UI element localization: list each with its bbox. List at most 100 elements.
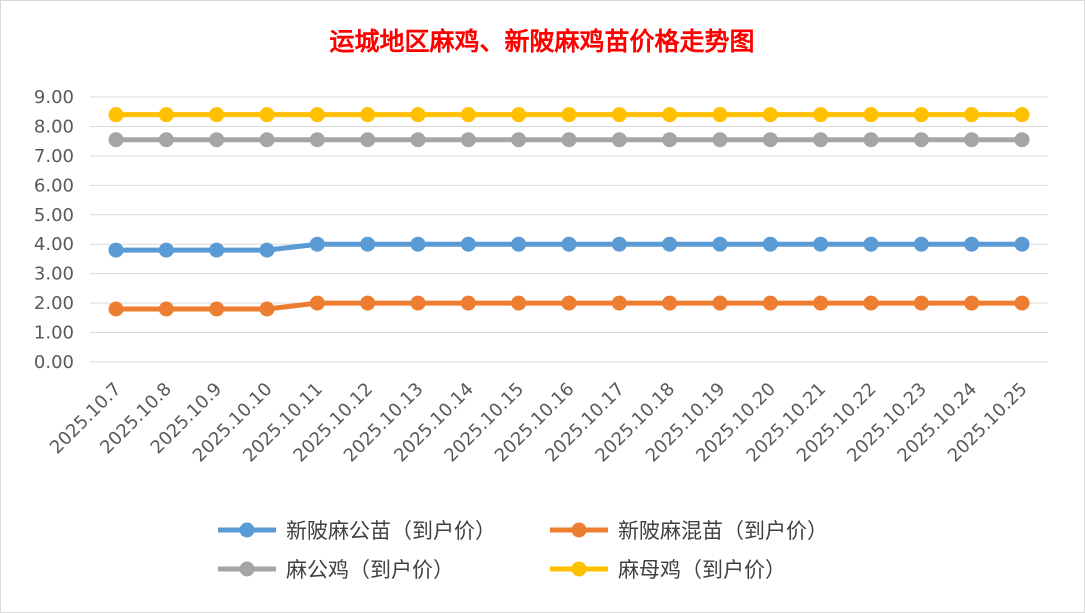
data-point [511,132,527,148]
data-point [511,236,527,252]
data-point [611,295,627,311]
data-point [561,236,577,252]
y-tick-label: 5.00 [34,205,74,226]
gridlines [90,96,1048,363]
data-point [158,242,174,258]
data-point [611,107,627,123]
series-lines [108,107,1030,317]
data-point [561,107,577,123]
data-point [712,236,728,252]
data-point [813,236,829,252]
data-point [158,107,174,123]
legend-item: 新陂麻混苗（到户价） [550,519,828,543]
data-point [964,132,980,148]
data-point [662,295,678,311]
series-1 [108,295,1030,317]
y-tick-label: 6.00 [34,175,74,196]
legend-swatch-marker [571,561,587,577]
data-point [712,107,728,123]
legend-item: 新陂麻公苗（到户价） [218,519,496,543]
y-tick-label: 7.00 [34,146,74,167]
data-point [964,236,980,252]
data-point [410,236,426,252]
data-point [913,236,929,252]
y-tick-label: 4.00 [34,234,74,255]
data-point [460,132,476,148]
data-point [259,242,275,258]
legend-label: 麻母鸡（到户价） [618,558,786,582]
data-point [662,236,678,252]
legend-item: 麻母鸡（到户价） [550,558,786,582]
series-2 [108,132,1030,148]
data-point [410,132,426,148]
data-point [611,236,627,252]
data-point [863,295,879,311]
data-point [762,236,778,252]
data-point [360,236,376,252]
data-point [309,236,325,252]
data-point [410,295,426,311]
data-point [863,132,879,148]
series-3 [108,107,1030,123]
data-point [712,295,728,311]
data-point [762,132,778,148]
legend-label: 新陂麻公苗（到户价） [286,519,496,543]
data-point [108,242,124,258]
chart-title: 运城地区麻鸡、新陂麻鸡苗价格走势图 [329,27,754,56]
data-point [158,132,174,148]
data-point [662,132,678,148]
y-tick-label: 8.00 [34,116,74,137]
data-point [813,132,829,148]
data-point [712,132,728,148]
legend-label: 麻公鸡（到户价） [286,558,454,582]
y-tick-label: 2.00 [34,293,74,314]
data-point [1014,107,1030,123]
data-point [108,301,124,317]
data-point [108,107,124,123]
data-point [309,132,325,148]
data-point [460,295,476,311]
data-point [662,107,678,123]
data-point [1014,132,1030,148]
data-point [511,107,527,123]
data-point [913,295,929,311]
data-point [964,107,980,123]
data-point [611,132,627,148]
data-point [209,242,225,258]
data-point [209,132,225,148]
data-point [863,107,879,123]
data-point [762,107,778,123]
data-point [158,301,174,317]
legend: 新陂麻公苗（到户价） 新陂麻混苗（到户价） 麻公鸡（到户价） 麻母鸡（到户价） [218,519,828,582]
data-point [561,295,577,311]
data-point [913,132,929,148]
data-point [762,295,778,311]
data-point [813,295,829,311]
data-point [259,107,275,123]
series-0 [108,236,1030,258]
data-point [913,107,929,123]
data-point [1014,236,1030,252]
legend-swatch-marker [571,522,587,538]
data-point [813,107,829,123]
x-axis-ticks: 2025.10.72025.10.82025.10.92025.10.10202… [46,379,1032,467]
data-point [561,132,577,148]
data-point [209,301,225,317]
data-point [360,295,376,311]
data-point [511,295,527,311]
y-axis-ticks: 0.00 1.00 2.00 3.00 4.00 5.00 6.00 7.00 8.00 9.00 [34,87,74,373]
data-point [309,107,325,123]
data-point [460,236,476,252]
data-point [209,107,225,123]
data-point [259,132,275,148]
data-point [360,132,376,148]
legend-label: 新陂麻混苗（到户价） [618,519,828,543]
data-point [309,295,325,311]
y-tick-label: 0.00 [34,352,74,373]
data-point [863,236,879,252]
data-point [259,301,275,317]
y-tick-label: 1.00 [34,323,74,344]
data-point [360,107,376,123]
data-point [964,295,980,311]
